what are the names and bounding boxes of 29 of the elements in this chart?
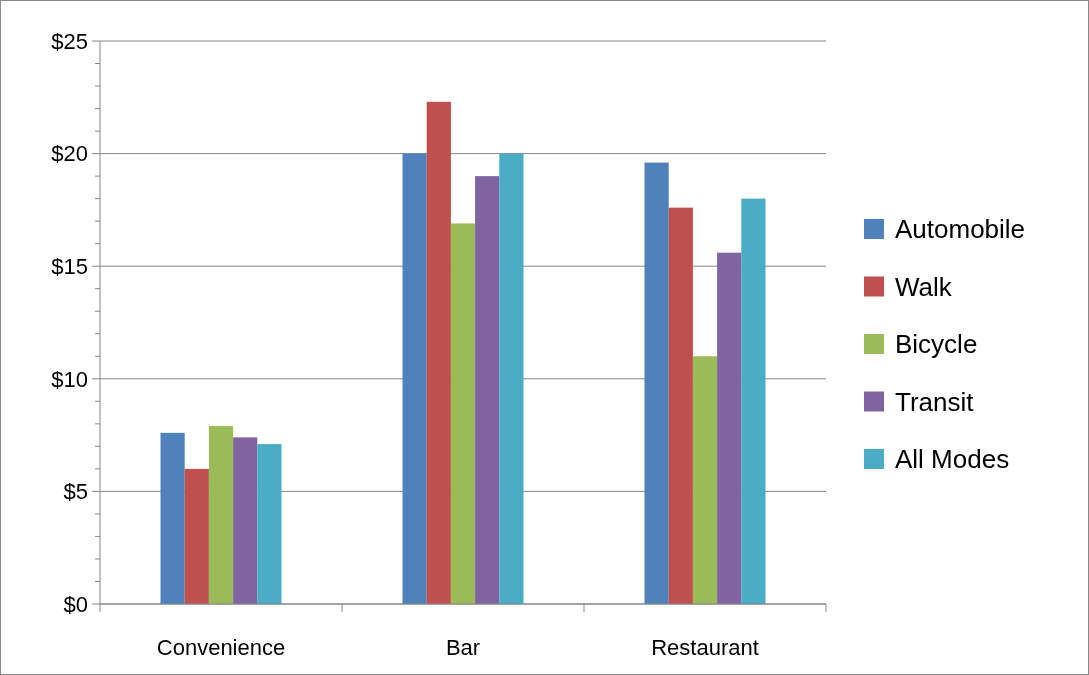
- legend-label: Bicycle: [895, 329, 978, 360]
- y-tick-label: $10: [51, 366, 88, 392]
- bar: [257, 444, 282, 604]
- x-tick-label: Restaurant: [651, 634, 759, 660]
- bar: [208, 426, 234, 604]
- y-tick-label: $5: [63, 479, 88, 505]
- bar: [233, 437, 258, 604]
- legend-label: All Modes: [895, 444, 1010, 475]
- bar: [184, 468, 209, 604]
- legend-label: Transit: [895, 386, 975, 417]
- y-tick-label: $0: [63, 591, 88, 617]
- bar: [450, 223, 476, 604]
- x-tick-label: Bar: [445, 634, 481, 660]
- bar: [426, 101, 451, 604]
- bar: [402, 153, 427, 604]
- bar: [475, 176, 500, 604]
- bar: [160, 432, 185, 604]
- bar: [717, 252, 742, 604]
- bar: [644, 162, 669, 604]
- bar: [692, 356, 718, 604]
- y-tick-label: $15: [51, 253, 88, 279]
- x-tick-label: Convenience: [156, 634, 286, 660]
- bar: [499, 153, 524, 604]
- y-tick-label: $25: [51, 28, 88, 54]
- bar: [668, 207, 693, 604]
- y-tick-label: $20: [51, 141, 88, 167]
- legend-label: Walk: [895, 271, 953, 302]
- legend-label: Automobile: [895, 214, 1026, 245]
- bar: [741, 198, 766, 604]
